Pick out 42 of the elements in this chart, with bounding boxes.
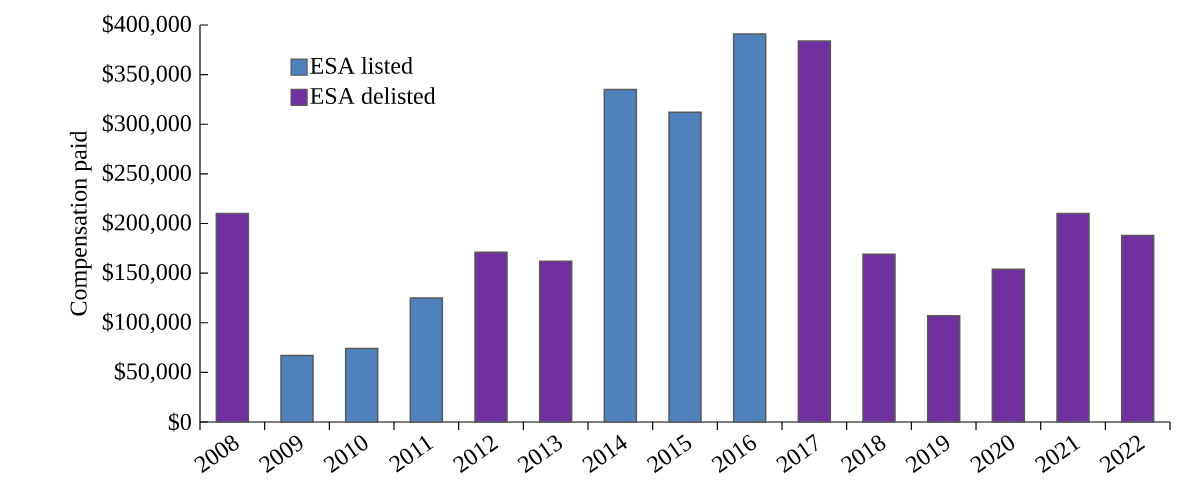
x-tick-label: 2008 xyxy=(194,435,239,474)
bar xyxy=(1056,212,1090,423)
x-tick-label: 2014 xyxy=(582,434,627,474)
bar xyxy=(862,253,896,423)
legend-label: ESA listed xyxy=(310,56,413,74)
bar xyxy=(215,212,250,423)
bar xyxy=(474,251,508,423)
bar xyxy=(409,297,444,423)
x-tick-label: 2021 xyxy=(1034,435,1081,474)
x-tick-label: 2017 xyxy=(776,433,817,474)
x-tick-label: 2019 xyxy=(905,435,950,474)
bar xyxy=(538,260,573,423)
bar xyxy=(926,315,961,423)
x-tick-label: 2012 xyxy=(452,435,499,474)
x-tick-label: 2022 xyxy=(1099,435,1146,474)
x-tick-label: 2010 xyxy=(323,435,368,474)
bar xyxy=(280,354,314,423)
x-tick-label: 2020 xyxy=(970,435,1015,474)
y-tick-label: $250,000 xyxy=(102,163,191,185)
bar xyxy=(732,33,767,423)
x-tick-label: 2016 xyxy=(711,434,757,474)
y-tick-label: $50,000 xyxy=(114,361,191,383)
bar xyxy=(1120,234,1155,423)
y-tick-label: $300,000 xyxy=(102,113,191,135)
bar xyxy=(603,88,638,423)
y-axis-title: Compensation paid xyxy=(69,130,92,316)
y-tick-label: $100,000 xyxy=(102,312,191,334)
bar xyxy=(668,111,702,423)
y-tick-label: $0 xyxy=(168,412,191,432)
bar xyxy=(991,268,1026,423)
x-tick-label: 2015 xyxy=(646,434,692,474)
x-tick-label: 2018 xyxy=(840,435,886,474)
x-tick-label: 2009 xyxy=(258,435,303,474)
legend-label: ESA delisted xyxy=(310,87,436,105)
x-tick-label: 2013 xyxy=(517,435,562,474)
y-tick-label: $150,000 xyxy=(102,262,191,284)
y-tick-label: $400,000 xyxy=(102,14,191,36)
y-tick-label: $200,000 xyxy=(102,212,191,235)
bar xyxy=(797,40,832,423)
bar xyxy=(344,347,379,423)
y-tick-label: $350,000 xyxy=(102,64,191,86)
x-tick-label: 2011 xyxy=(388,435,434,473)
